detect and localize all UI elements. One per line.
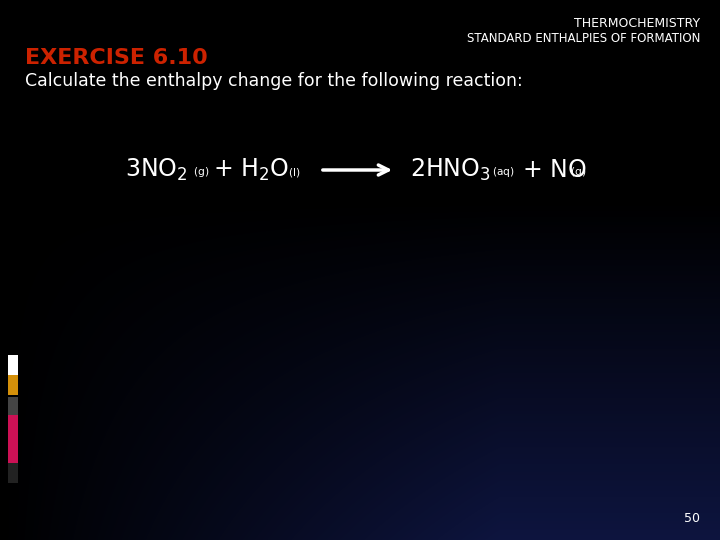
- Text: $\mathregular{_{(g)}}$: $\mathregular{_{(g)}}$: [570, 165, 586, 179]
- Text: THERMOCHEMISTRY: THERMOCHEMISTRY: [574, 17, 700, 30]
- Text: $\mathregular{2HNO_3}$: $\mathregular{2HNO_3}$: [410, 157, 490, 183]
- Bar: [8, 375, 18, 395]
- Bar: [8, 415, 18, 463]
- Text: Calculate the enthalpy change for the following reaction:: Calculate the enthalpy change for the fo…: [25, 72, 523, 90]
- Text: $\mathregular{_{(g)}}$: $\mathregular{_{(g)}}$: [193, 165, 210, 179]
- Text: $\mathregular{+\ NO}$: $\mathregular{+\ NO}$: [522, 158, 587, 182]
- Text: STANDARD ENTHALPIES OF FORMATION: STANDARD ENTHALPIES OF FORMATION: [467, 32, 700, 45]
- Text: $\mathregular{_{(aq)}}$: $\mathregular{_{(aq)}}$: [492, 165, 515, 179]
- Text: 50: 50: [684, 512, 700, 525]
- Text: EXERCISE 6.10: EXERCISE 6.10: [25, 48, 208, 68]
- Bar: [8, 355, 18, 375]
- Bar: [8, 463, 18, 483]
- Text: $\mathregular{+\ H_2O}$: $\mathregular{+\ H_2O}$: [213, 157, 289, 183]
- Text: $\mathregular{3NO_2}$: $\mathregular{3NO_2}$: [125, 157, 187, 183]
- Text: $\mathregular{_{(l)}}$: $\mathregular{_{(l)}}$: [288, 165, 300, 179]
- Bar: [8, 397, 18, 415]
